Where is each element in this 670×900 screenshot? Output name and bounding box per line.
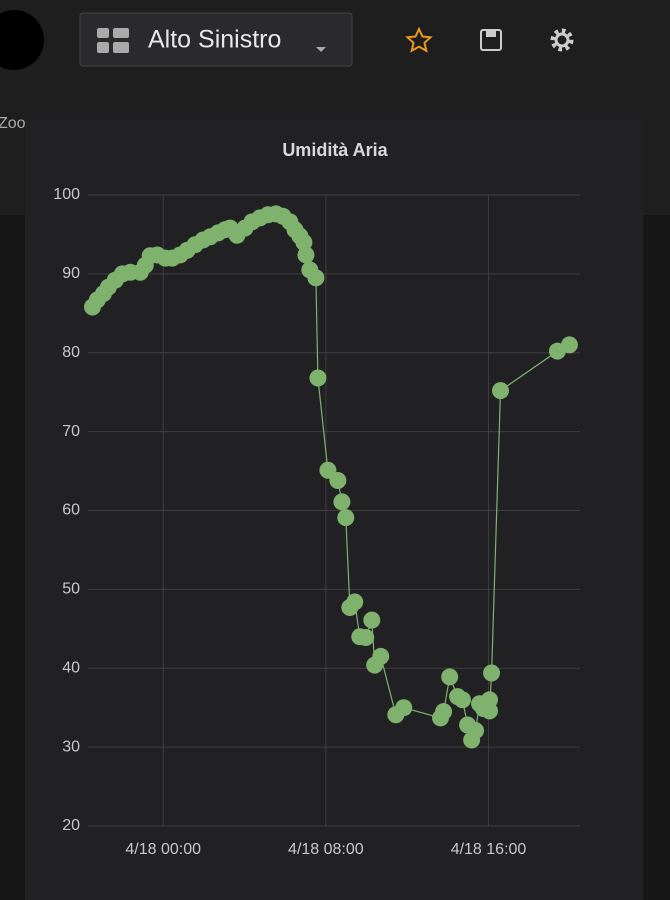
picker-box[interactable] xyxy=(79,12,353,67)
data-point xyxy=(307,269,325,287)
plot: 20 30 40 50 60 70 80 90 100 4/18 00:00 4/18 08:00 4… xyxy=(53,186,580,858)
y-tick-label: 90 xyxy=(62,265,80,282)
data-point xyxy=(337,509,355,527)
y-tick-label: 60 xyxy=(62,502,80,519)
data-point xyxy=(333,493,351,511)
panel-title: Umidità Aria xyxy=(282,140,388,160)
x-tick-label: 4/18 00:00 xyxy=(125,841,201,858)
avatar[interactable] xyxy=(0,10,44,70)
y-tick-label: 100 xyxy=(53,186,80,203)
data-point xyxy=(492,382,510,400)
y-tick-label: 80 xyxy=(62,344,80,361)
y-tick-label: 50 xyxy=(62,581,80,598)
toolbar-text: Zoo xyxy=(0,115,26,132)
data-point xyxy=(483,664,501,682)
x-tick-label: 4/18 08:00 xyxy=(288,841,364,858)
dashboard-picker[interactable]: Alto Sinistro xyxy=(79,12,353,67)
x-tick-label: 4/18 16:00 xyxy=(451,841,527,858)
y-tick-label: 70 xyxy=(62,423,80,440)
save-icon xyxy=(480,29,502,51)
grid-icon xyxy=(113,28,129,38)
data-point xyxy=(297,246,315,264)
data-point xyxy=(481,702,499,720)
data-point xyxy=(329,472,347,490)
save-icon xyxy=(486,31,496,37)
grid-icon xyxy=(97,42,109,53)
dashboard-title: Alto Sinistro xyxy=(148,26,281,54)
data-point xyxy=(309,369,327,387)
y-tick-label: 30 xyxy=(62,738,80,755)
data-point xyxy=(560,336,578,354)
grid-icon xyxy=(113,42,129,53)
data-point xyxy=(441,668,459,686)
data-point xyxy=(395,699,413,717)
data-point xyxy=(363,611,381,629)
data-point xyxy=(357,628,375,646)
y-tick-label: 20 xyxy=(62,817,80,834)
settings-button[interactable] xyxy=(550,28,574,52)
data-point xyxy=(453,691,471,709)
data-point xyxy=(372,647,390,665)
caret xyxy=(316,47,326,52)
gear-icon xyxy=(550,28,574,52)
data-point xyxy=(435,703,453,721)
data-point xyxy=(467,722,485,740)
y-tick-label: 40 xyxy=(62,659,80,676)
star-button[interactable] xyxy=(405,26,433,53)
save-button[interactable] xyxy=(480,29,502,51)
gear-icon xyxy=(554,32,570,48)
data-point xyxy=(295,233,313,251)
grid-icon xyxy=(97,28,109,38)
data-point xyxy=(346,593,364,611)
